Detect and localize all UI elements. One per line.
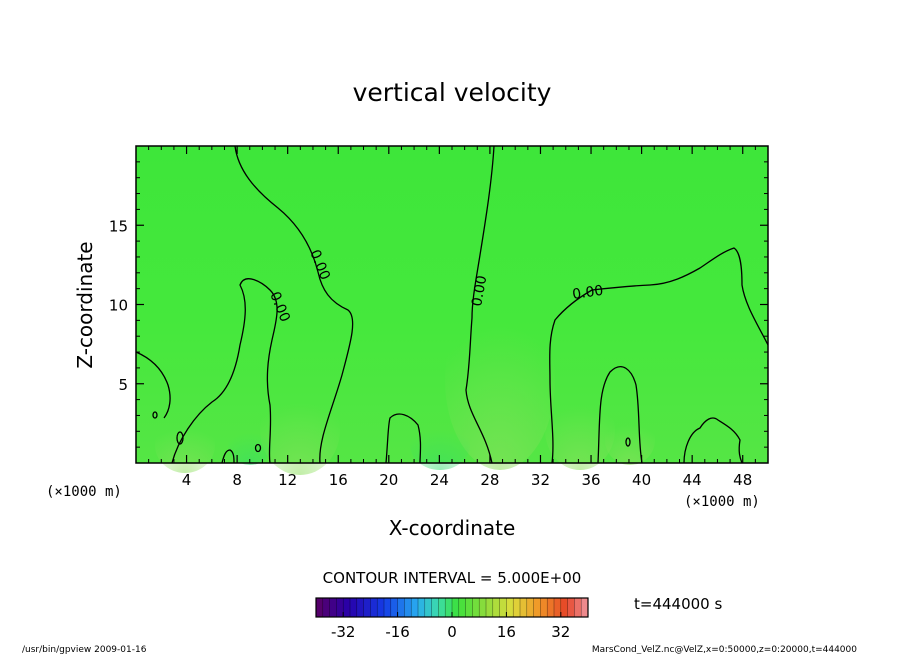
colorbar-cell (486, 598, 494, 617)
colorbar-cell (526, 598, 535, 617)
x-tick-label: 32 (531, 471, 550, 489)
colorbar-cell (370, 598, 378, 617)
colorbar-cell (458, 598, 467, 617)
time-stamp: t=444000 s (634, 595, 722, 613)
x-tick-label: 12 (278, 471, 297, 489)
colorbar-cell (363, 598, 371, 617)
colorbar-cell (452, 598, 460, 617)
x-tick-label: 4 (182, 471, 192, 489)
colorbar-cell (377, 598, 385, 617)
colorbar: -32 -16 0 16 32 (315, 597, 589, 641)
x-tick-label: 20 (379, 471, 398, 489)
footer-left: /usr/bin/gpview 2009-01-16 (22, 645, 147, 654)
colorbar-cell (445, 598, 453, 617)
colorbar-cell (554, 598, 562, 617)
colorbar-tick-label: 16 (497, 623, 516, 641)
colorbar-cell (533, 598, 541, 617)
colorbar-cell (479, 598, 487, 617)
colorbar-cell (547, 598, 555, 617)
x-axis: 4 8 12 16 20 24 28 32 36 40 44 48 (148, 146, 756, 489)
colorbar-cell (560, 598, 569, 617)
plot-area: 0.00 0.00 0.00 0.00 (135, 145, 769, 475)
colorbar-cell (431, 598, 439, 617)
x-tick-label: 36 (581, 471, 600, 489)
colorbar-cell (574, 598, 582, 617)
colorbar-cell (506, 598, 514, 617)
x-tick-label: 8 (232, 471, 242, 489)
colorbar-cell (513, 598, 521, 617)
zero-contours (135, 145, 769, 464)
x-tick-label: 40 (632, 471, 651, 489)
colorbar-tick-label: 0 (447, 623, 457, 641)
x-unit-right: (×1000 m) (684, 494, 760, 510)
colorbar-cell (411, 598, 419, 617)
colorbar-cell (336, 598, 344, 617)
colorbar-cell (329, 598, 337, 617)
colorbar-cell (465, 598, 473, 617)
x-tick-label: 48 (733, 471, 752, 489)
colorbar-cell (520, 598, 528, 617)
x-tick-label: 28 (480, 471, 499, 489)
colorbar-tick-label: -32 (331, 623, 356, 641)
colorbar-cell (540, 598, 548, 617)
colorbar-cell (316, 598, 324, 617)
chart-title: vertical velocity (353, 78, 552, 107)
colorbar-cell (404, 598, 412, 617)
contour-interval: CONTOUR INTERVAL = 5.000E+00 (323, 569, 582, 587)
y-axis: 5 10 15 (109, 161, 768, 448)
colorbar-cell (356, 598, 365, 617)
contour-label: 0.00 (469, 274, 490, 307)
colorbar-cell (350, 598, 358, 617)
colorbar-cell (390, 598, 399, 617)
colorbar-cell (397, 598, 405, 617)
colorbar-cell (384, 598, 392, 617)
colorbar-cell (322, 598, 331, 617)
colorbar-cell (567, 598, 575, 617)
colorbar-cell (581, 598, 589, 617)
footer-right: MarsCond_VelZ.nc@VelZ,x=0:50000,z=0:2000… (592, 645, 857, 654)
colorbar-tick-label: 32 (551, 623, 570, 641)
colorbar-cell (492, 598, 501, 617)
colorbar-tick-label: -16 (385, 623, 410, 641)
colorbar-cell (499, 598, 507, 617)
colorbar-cell (418, 598, 426, 617)
x-tick-label: 24 (430, 471, 449, 489)
colorbar-cell (438, 598, 446, 617)
contour-label: 0.00 (571, 283, 604, 303)
colorbar-cell (472, 598, 480, 617)
y-tick-label: 5 (118, 376, 128, 394)
x-tick-label: 16 (329, 471, 348, 489)
x-unit-left: (×1000 m) (46, 484, 122, 500)
x-axis-label: X-coordinate (389, 516, 516, 540)
y-tick-label: 15 (109, 217, 128, 235)
x-tick-label: 44 (683, 471, 702, 489)
y-tick-label: 10 (109, 297, 128, 315)
colorbar-cell (343, 598, 351, 617)
y-axis-label: Z-coordinate (73, 241, 97, 368)
colorbar-cell (424, 598, 433, 617)
